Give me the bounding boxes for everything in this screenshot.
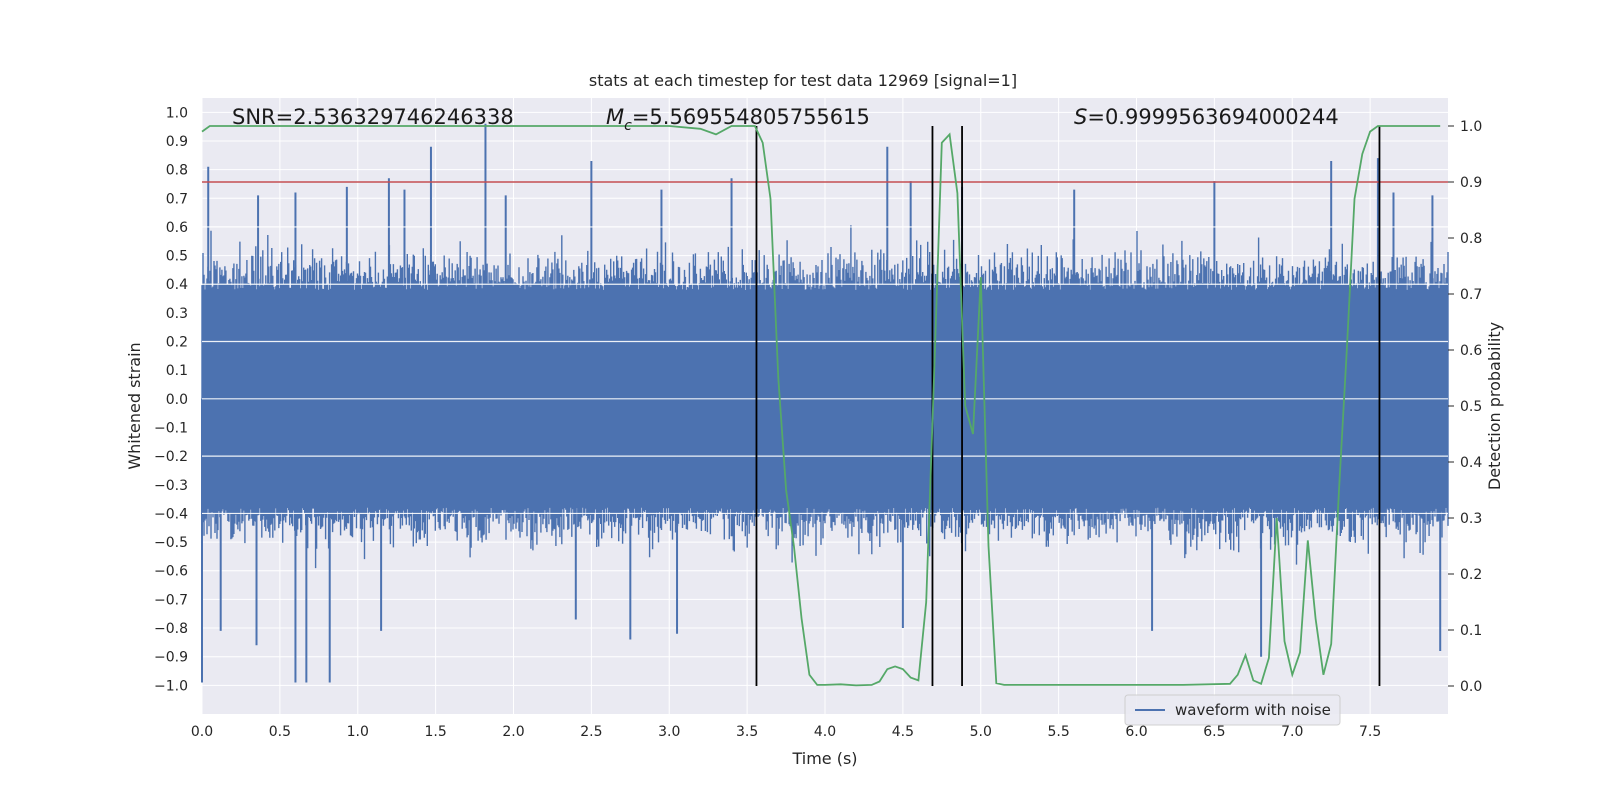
snr-annotation: SNR=2.536329746246338 <box>232 105 514 129</box>
x-axis-label: Time (s) <box>791 749 857 768</box>
x-tick-label: 5.5 <box>1047 724 1069 740</box>
detection-probability-line <box>201 125 1441 687</box>
legend-box <box>1124 694 1341 726</box>
x-tick-label: 0.5 <box>269 724 291 740</box>
y-right-tick-label: 0.6 <box>1460 343 1482 359</box>
y-right-tick-label: 0.2 <box>1460 567 1482 583</box>
y-left-tick-label: 0.3 <box>166 306 188 322</box>
x-tick-label: 1.5 <box>424 724 446 740</box>
chirp-mass-annotation: Mc=5.569554805755615 <box>606 105 870 134</box>
significance-annotation: S=0.9999563694000244 <box>1074 105 1339 129</box>
y-left-tick-label: 0.6 <box>166 220 188 236</box>
mc-value: =5.569554805755615 <box>632 105 870 129</box>
y-left-tick-label: 0.5 <box>166 249 188 265</box>
y-left-axis-label: Whitened strain <box>125 342 144 469</box>
y-left-tick-label: −0.9 <box>154 650 188 666</box>
y-right-tick-label: 0.3 <box>1460 511 1482 527</box>
y-left-tick-label: 1.0 <box>166 105 188 121</box>
y-left-tick-label: −0.7 <box>154 592 188 608</box>
x-tick-label: 2.0 <box>502 724 524 740</box>
x-tick-label: 5.0 <box>970 724 992 740</box>
legend-label-waveform: waveform with noise <box>1175 701 1331 719</box>
x-tick-label: 3.5 <box>736 724 758 740</box>
y-left-tick-label: −0.4 <box>154 506 188 522</box>
waveform-series <box>201 123 1449 683</box>
y-right-tick-label: 0.9 <box>1460 175 1482 191</box>
mc-symbol: M <box>606 105 624 129</box>
y-left-tick-label: −0.5 <box>154 535 188 551</box>
x-tick-label: 7.0 <box>1281 724 1303 740</box>
x-tick-label: 0.0 <box>191 724 213 740</box>
y-left-tick-label: −0.6 <box>154 564 188 580</box>
y-left-tick-label: 0.1 <box>166 363 188 379</box>
s-symbol: S <box>1074 105 1087 129</box>
x-tick-label: 3.0 <box>658 724 680 740</box>
y-right-tick-label: 0.0 <box>1460 679 1482 695</box>
x-tick-label: 1.0 <box>347 724 369 740</box>
y-left-tick-label: −1.0 <box>154 678 188 694</box>
legend: waveform with noise <box>1124 694 1341 726</box>
vertical-markers <box>755 126 1381 686</box>
y-left-axis-ticks: 1.0 0.9 0.8 0.7 0.6 0.5 0.4 0.3 0.2 0.1 0.0 −0.1 −0.… <box>154 105 188 694</box>
probability-series <box>201 125 1441 687</box>
y-left-tick-label: −0.3 <box>154 478 188 494</box>
s-value: =0.9999563694000244 <box>1087 105 1338 129</box>
x-axis-ticks: 0.0 0.5 1.0 1.5 2.0 2.5 3.0 3.5 4.0 4.5 5.0 5.5 6.0 6… <box>191 724 1381 740</box>
y-left-tick-label: −0.2 <box>154 449 188 465</box>
y-left-tick-label: 0.7 <box>166 191 188 207</box>
x-tick-label: 6.0 <box>1125 724 1147 740</box>
x-tick-label: 2.5 <box>580 724 602 740</box>
y-left-tick-label: 0.2 <box>166 335 188 351</box>
y-right-axis-ticks: 1.0 0.9 0.8 0.7 0.6 0.5 0.4 0.3 0.2 0.1 0.0 <box>1448 119 1482 695</box>
y-right-tick-label: 0.7 <box>1460 287 1482 303</box>
x-tick-label: 4.0 <box>814 724 836 740</box>
y-right-tick-label: 0.1 <box>1460 623 1482 639</box>
y-left-tick-label: 0.9 <box>166 134 188 150</box>
mc-subscript: c <box>624 118 632 134</box>
x-tick-label: 7.5 <box>1359 724 1381 740</box>
y-left-tick-label: −0.8 <box>154 621 188 637</box>
y-right-tick-label: 0.5 <box>1460 399 1482 415</box>
y-right-tick-label: 0.8 <box>1460 231 1482 247</box>
chart-title: stats at each timestep for test data 129… <box>589 71 1017 90</box>
x-tick-label: 4.5 <box>892 724 914 740</box>
y-right-tick-label: 1.0 <box>1460 119 1482 135</box>
y-right-tick-label: 0.4 <box>1460 455 1482 471</box>
y-left-tick-label: 0.8 <box>166 163 188 179</box>
y-right-axis-label: Detection probability <box>1485 322 1504 490</box>
y-left-tick-label: −0.1 <box>154 420 188 436</box>
y-left-tick-label: 0.0 <box>166 392 188 408</box>
y-left-tick-label: 0.4 <box>166 277 188 293</box>
x-tick-label: 6.5 <box>1203 724 1225 740</box>
